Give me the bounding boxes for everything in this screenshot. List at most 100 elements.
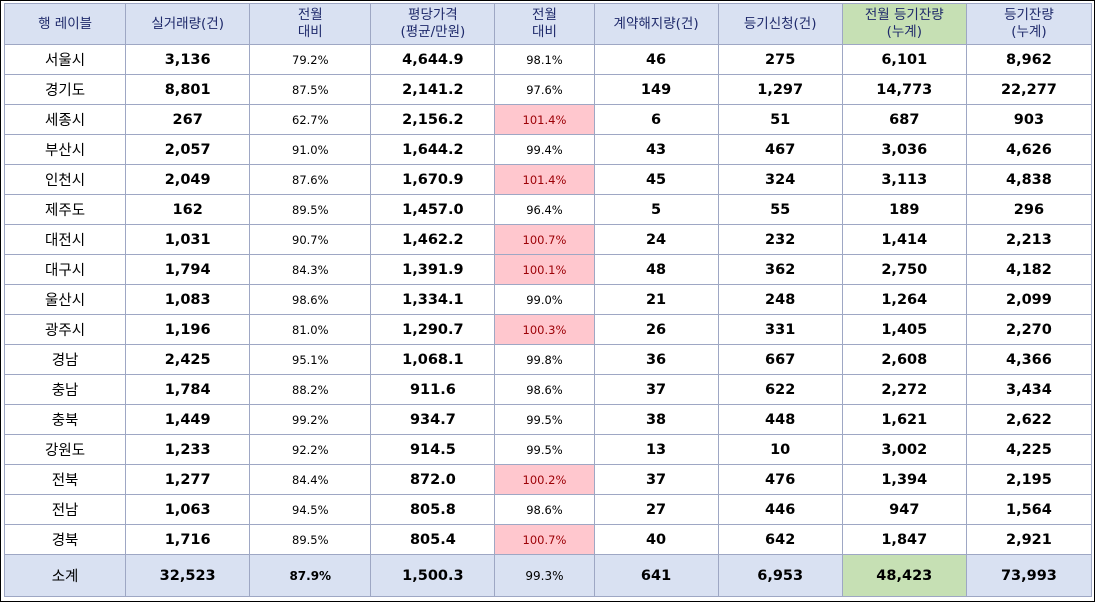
cancel-cell[interactable]: 38 <box>593 404 719 435</box>
column-header[interactable]: 행 레이블 <box>3 3 127 45</box>
price-mom-cell[interactable]: 100.7% <box>494 524 595 555</box>
remaining-cell[interactable]: 22,277 <box>965 74 1093 105</box>
price-mom-cell[interactable]: 99.4% <box>494 134 595 165</box>
prev-remaining-cell[interactable]: 1,394 <box>841 464 967 495</box>
cancel-cell[interactable]: 45 <box>593 164 719 195</box>
remaining-cell[interactable]: 4,366 <box>965 344 1093 375</box>
prev-remaining-cell[interactable]: 3,002 <box>841 434 967 465</box>
price-mom-cell[interactable]: 100.2% <box>494 464 595 495</box>
price-cell[interactable]: 1,068.1 <box>370 344 496 375</box>
cancel-cell[interactable]: 40 <box>593 524 719 555</box>
price-cell[interactable]: 2,141.2 <box>370 74 496 105</box>
registration-cell[interactable]: 622 <box>717 374 843 405</box>
cancel-cell[interactable]: 36 <box>593 344 719 375</box>
price-mom-cell[interactable]: 98.1% <box>494 44 595 75</box>
price-cell[interactable]: 914.5 <box>370 434 496 465</box>
volume-mom-cell[interactable]: 89.5% <box>249 194 372 225</box>
cancel-cell[interactable]: 21 <box>593 284 719 315</box>
region-cell[interactable]: 제주도 <box>3 194 127 225</box>
column-header[interactable]: 평당가격 (평균/만원) <box>370 3 496 45</box>
cancel-cell[interactable]: 37 <box>593 374 719 405</box>
price-cell[interactable]: 805.4 <box>370 524 496 555</box>
column-header[interactable]: 전월 대비 <box>494 3 595 45</box>
prev-remaining-cell[interactable]: 2,608 <box>841 344 967 375</box>
registration-cell[interactable]: 446 <box>717 494 843 525</box>
remaining-cell[interactable]: 903 <box>965 104 1093 135</box>
column-header[interactable]: 계약해지량(건) <box>593 3 719 45</box>
registration-cell[interactable]: 1,297 <box>717 74 843 105</box>
registration-cell[interactable]: 55 <box>717 194 843 225</box>
price-cell[interactable]: 1,457.0 <box>370 194 496 225</box>
cancel-cell[interactable]: 24 <box>593 224 719 255</box>
prev-remaining-cell[interactable]: 14,773 <box>841 74 967 105</box>
price-cell[interactable]: 1,670.9 <box>370 164 496 195</box>
price-cell[interactable]: 1,290.7 <box>370 314 496 345</box>
remaining-cell[interactable]: 8,962 <box>965 44 1093 75</box>
volume-cell[interactable]: 1,794 <box>125 254 251 285</box>
volume-mom-cell[interactable]: 92.2% <box>249 434 372 465</box>
remaining-cell[interactable]: 2,622 <box>965 404 1093 435</box>
price-cell[interactable]: 2,156.2 <box>370 104 496 135</box>
prev-remaining-cell[interactable]: 2,750 <box>841 254 967 285</box>
volume-mom-cell[interactable]: 79.2% <box>249 44 372 75</box>
price-mom-cell[interactable]: 99.0% <box>494 284 595 315</box>
region-cell[interactable]: 경남 <box>3 344 127 375</box>
volume-cell[interactable]: 1,277 <box>125 464 251 495</box>
registration-cell[interactable]: 232 <box>717 224 843 255</box>
volume-cell[interactable]: 1,031 <box>125 224 251 255</box>
prev-remaining-cell[interactable]: 3,036 <box>841 134 967 165</box>
cancel-cell[interactable]: 48 <box>593 254 719 285</box>
volume-cell[interactable]: 2,057 <box>125 134 251 165</box>
registration-cell[interactable]: 248 <box>717 284 843 315</box>
registration-cell[interactable]: 331 <box>717 314 843 345</box>
price-mom-cell[interactable]: 99.5% <box>494 404 595 435</box>
volume-cell[interactable]: 1,196 <box>125 314 251 345</box>
volume-cell[interactable]: 2,049 <box>125 164 251 195</box>
volume-cell[interactable]: 2,425 <box>125 344 251 375</box>
cancel-cell[interactable]: 46 <box>593 44 719 75</box>
registration-cell[interactable]: 324 <box>717 164 843 195</box>
price-cell[interactable]: 1,462.2 <box>370 224 496 255</box>
volume-cell[interactable]: 1,233 <box>125 434 251 465</box>
registration-cell[interactable]: 667 <box>717 344 843 375</box>
region-cell[interactable]: 광주시 <box>3 314 127 345</box>
registration-cell[interactable]: 476 <box>717 464 843 495</box>
prev-remaining-cell[interactable]: 6,101 <box>841 44 967 75</box>
region-cell[interactable]: 충남 <box>3 374 127 405</box>
volume-mom-cell[interactable]: 87.5% <box>249 74 372 105</box>
registration-cell[interactable]: 642 <box>717 524 843 555</box>
price-mom-cell[interactable]: 98.6% <box>494 374 595 405</box>
volume-cell[interactable]: 8,801 <box>125 74 251 105</box>
volume-mom-cell[interactable]: 94.5% <box>249 494 372 525</box>
volume-mom-cell[interactable]: 81.0% <box>249 314 372 345</box>
region-cell[interactable]: 대전시 <box>3 224 127 255</box>
prev-remaining-cell[interactable]: 189 <box>841 194 967 225</box>
volume-mom-cell[interactable]: 98.6% <box>249 284 372 315</box>
registration-cell[interactable]: 51 <box>717 104 843 135</box>
remaining-cell[interactable]: 4,225 <box>965 434 1093 465</box>
cancel-cell[interactable]: 149 <box>593 74 719 105</box>
prev-remaining-cell[interactable]: 1,414 <box>841 224 967 255</box>
price-cell[interactable]: 872.0 <box>370 464 496 495</box>
price-cell[interactable]: 4,644.9 <box>370 44 496 75</box>
registration-cell[interactable]: 467 <box>717 134 843 165</box>
price-mom-cell[interactable]: 99.8% <box>494 344 595 375</box>
volume-mom-cell[interactable]: 62.7% <box>249 104 372 135</box>
registration-cell[interactable]: 362 <box>717 254 843 285</box>
column-header[interactable]: 실거래량(건) <box>125 3 251 45</box>
remaining-cell[interactable]: 4,182 <box>965 254 1093 285</box>
cancel-cell[interactable]: 13 <box>593 434 719 465</box>
registration-cell[interactable]: 10 <box>717 434 843 465</box>
price-cell[interactable]: 805.8 <box>370 494 496 525</box>
prev-remaining-cell[interactable]: 947 <box>841 494 967 525</box>
volume-mom-cell[interactable]: 84.4% <box>249 464 372 495</box>
column-header[interactable]: 등기잔량 (누계) <box>965 3 1093 45</box>
region-cell[interactable]: 전북 <box>3 464 127 495</box>
volume-mom-cell[interactable]: 91.0% <box>249 134 372 165</box>
cancel-cell[interactable]: 27 <box>593 494 719 525</box>
cancel-cell[interactable]: 26 <box>593 314 719 345</box>
price-mom-cell[interactable]: 100.7% <box>494 224 595 255</box>
remaining-cell[interactable]: 2,270 <box>965 314 1093 345</box>
prev-remaining-cell[interactable]: 1,847 <box>841 524 967 555</box>
region-cell[interactable]: 전남 <box>3 494 127 525</box>
